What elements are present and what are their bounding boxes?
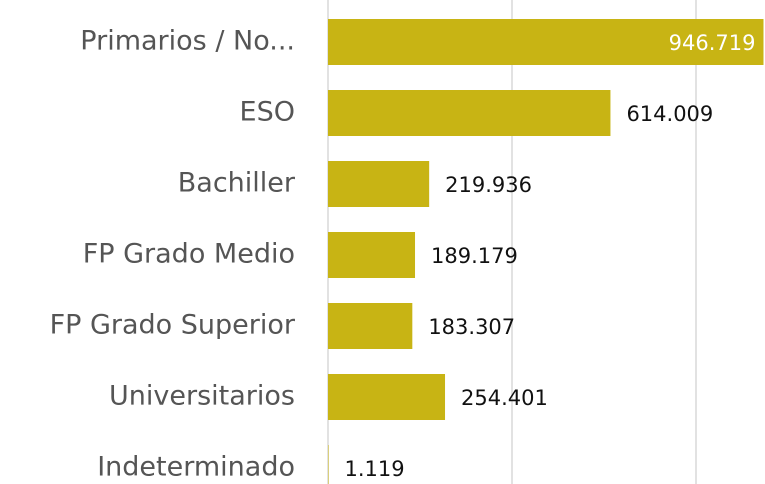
bar bbox=[328, 161, 430, 207]
value-label: 946.719 bbox=[669, 31, 756, 55]
bar bbox=[328, 19, 764, 65]
y-tick-label: Primarios / No... bbox=[80, 26, 295, 57]
y-tick-label: Indeterminado bbox=[97, 452, 295, 483]
value-label: 183.307 bbox=[428, 315, 515, 339]
y-tick-label: ESO bbox=[240, 97, 295, 128]
bar bbox=[328, 90, 611, 136]
bar bbox=[328, 374, 446, 420]
y-tick-label: Universitarios bbox=[109, 381, 295, 412]
y-tick-label: FP Grado Medio bbox=[83, 239, 295, 270]
value-label: 614.009 bbox=[626, 102, 713, 126]
bar bbox=[328, 232, 416, 278]
value-label: 1.119 bbox=[345, 457, 405, 481]
value-label: 189.179 bbox=[431, 244, 518, 268]
y-tick-label: FP Grado Superior bbox=[50, 310, 296, 341]
bar bbox=[328, 445, 329, 484]
y-tick-label: Bachiller bbox=[178, 168, 296, 199]
value-label: 219.936 bbox=[445, 173, 532, 197]
bar bbox=[328, 303, 413, 349]
value-label: 254.401 bbox=[461, 386, 548, 410]
